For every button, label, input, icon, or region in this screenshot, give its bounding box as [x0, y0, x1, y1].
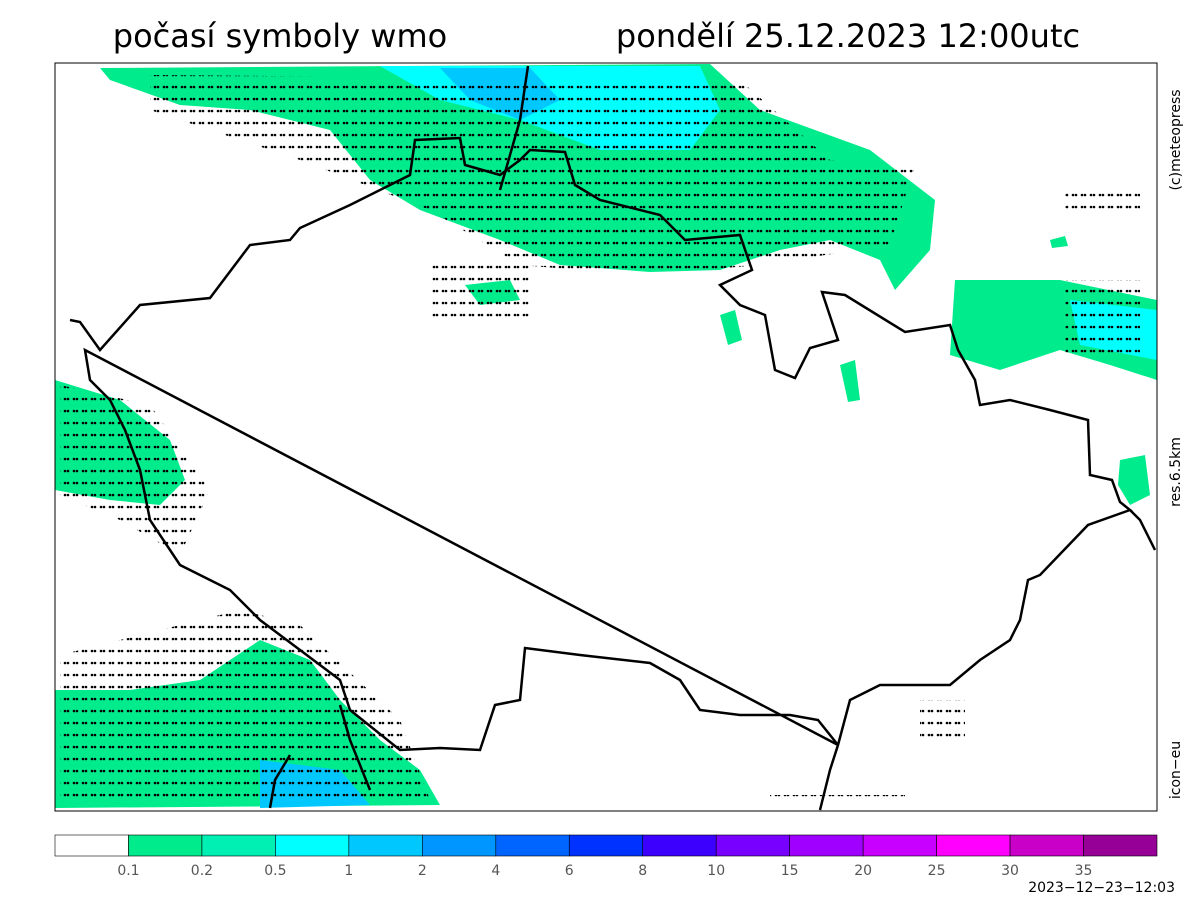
legend-swatch: [1009, 834, 1084, 857]
weather-symbols: [60, 385, 210, 555]
copyright-label: (c)meteopress: [1168, 89, 1184, 190]
legend-swatch: [128, 834, 203, 857]
legend-label: 8: [638, 863, 647, 879]
country-border: [268, 65, 1157, 809]
model-label: icon−eu: [1168, 741, 1184, 799]
legend-swatch: [495, 834, 570, 857]
legend-label: 35: [1075, 863, 1093, 879]
legend-swatch: [862, 834, 937, 857]
map: [54, 62, 1158, 812]
precip-area: [1118, 455, 1150, 505]
weather-symbols: [150, 75, 915, 275]
legend-label: 0.5: [264, 863, 286, 879]
legend-label: 6: [565, 863, 574, 879]
legend-swatch: [275, 834, 350, 857]
legend-label: 0.1: [117, 863, 139, 879]
legend-swatch: [642, 834, 717, 857]
legend-label: 20: [854, 863, 872, 879]
legend-label: 25: [928, 863, 946, 879]
title-right: pondělí 25.12.2023 12:00utc: [616, 17, 1080, 55]
legend-label: 4: [491, 863, 500, 879]
timestamp: 2023−12−23−12:03: [1028, 880, 1175, 896]
legend-label: 15: [781, 863, 799, 879]
legend-swatch: [348, 834, 423, 857]
legend-label: 2: [418, 863, 427, 879]
legend-swatch: [54, 834, 129, 857]
resolution-label: res.6.5km: [1168, 437, 1184, 507]
legend-swatch: [568, 834, 644, 857]
map-frame: [54, 62, 1158, 812]
legend-swatch: [1083, 834, 1158, 857]
legend-label: 30: [1001, 863, 1019, 879]
legend-swatch: [789, 834, 864, 857]
country-border: [69, 136, 1133, 811]
weather-symbols: [60, 610, 430, 800]
legend-label: 0.2: [191, 863, 213, 879]
legend-swatch: [715, 834, 790, 857]
legend-swatch: [936, 834, 1011, 857]
legend: 0.1 0.2 0.5 1 2 4 6 8 10 15 20 25 30 35: [54, 834, 1158, 879]
legend-label: 10: [707, 863, 725, 879]
title-left: počasí symboly wmo: [113, 17, 447, 55]
legend-label: 1: [344, 863, 353, 879]
legend-swatch: [422, 834, 497, 857]
legend-swatch: [201, 834, 276, 857]
